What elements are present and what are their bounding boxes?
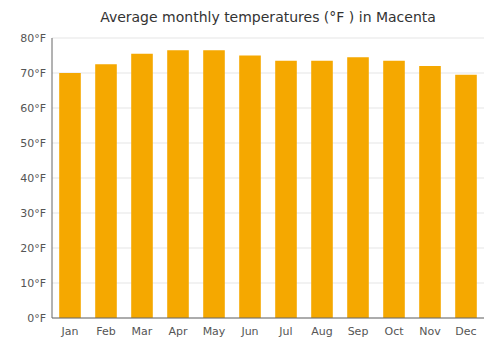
grid-line [52,38,484,39]
x-tick-label: Feb [96,325,115,338]
x-tick-label: Oct [384,325,404,338]
y-tick-label: 80°F [20,32,46,45]
y-tick-label: 40°F [20,172,46,185]
y-tick-label: 50°F [20,137,46,150]
x-tick-label: Jun [240,325,258,338]
bars [59,50,477,318]
bar [203,50,225,318]
bar [275,61,297,318]
bar [95,64,117,318]
chart: Average monthly temperatures (°F ) in Ma… [0,0,500,350]
bar [59,73,81,318]
x-axis [52,318,484,319]
x-tick-label: Dec [455,325,476,338]
x-tick-label: Jul [278,325,292,338]
x-tick-label: Jan [61,325,79,338]
x-tick-label: Mar [132,325,153,338]
bar [383,61,405,318]
bar [239,56,261,319]
x-tick-label: Sep [348,325,369,338]
bar [347,57,369,318]
x-tick-label: Nov [419,325,441,338]
y-axis [52,38,53,318]
grid-line [52,318,484,319]
title: Average monthly temperatures (°F ) in Ma… [100,9,436,25]
bar [455,75,477,318]
y-tick-label: 0°F [27,312,46,325]
bar [167,50,189,318]
grid [52,38,484,318]
y-tick-label: 70°F [20,67,46,80]
y-tick-label: 60°F [20,102,46,115]
y-tick-label: 10°F [20,277,46,290]
x-tick-label: Aug [311,325,332,338]
chart-container: Average monthly temperatures (°F ) in Ma… [0,0,500,350]
bar [131,54,153,318]
x-tick-label: May [203,325,226,338]
bar [311,61,333,318]
bar [419,66,441,318]
x-tick-label: Apr [168,325,188,338]
y-tick-label: 30°F [20,207,46,220]
y-tick-label: 20°F [20,242,46,255]
